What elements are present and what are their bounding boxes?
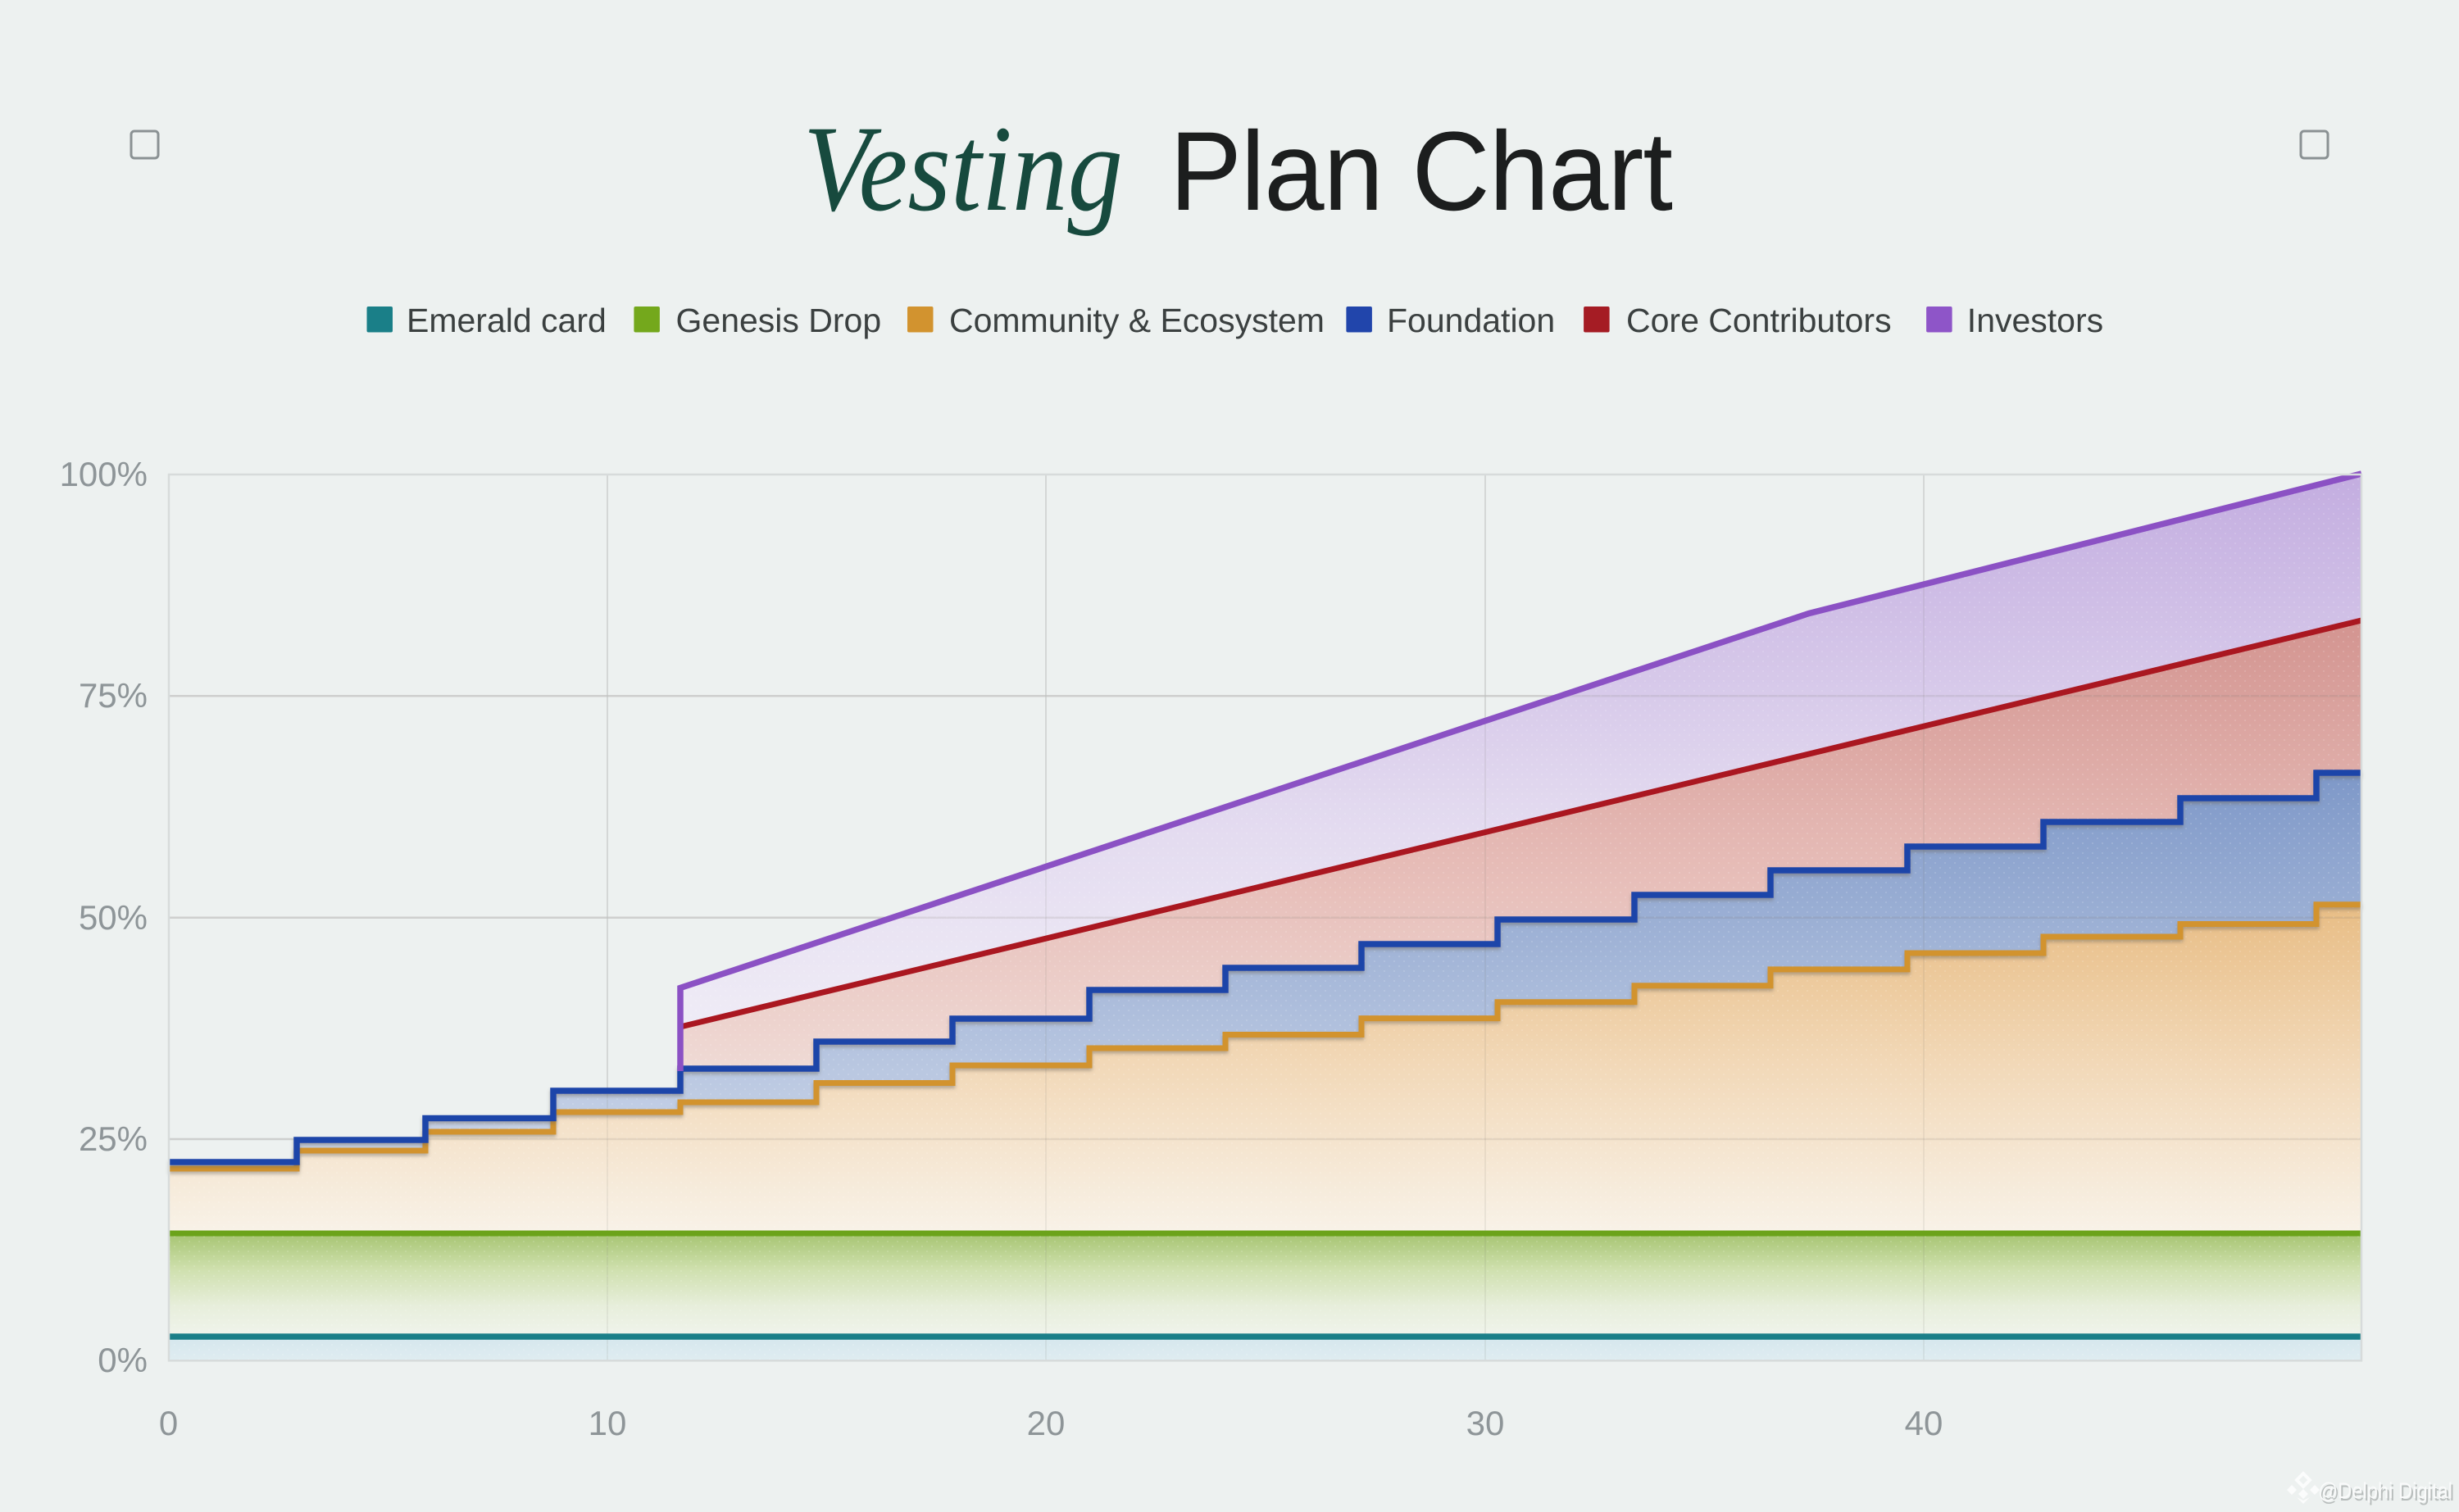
svg-text:Community & Ecosystem: Community & Ecosystem [949,302,1325,339]
svg-text:Foundation: Foundation [1387,302,1555,339]
svg-text:@Delphi Digital: @Delphi Digital [2320,1481,2454,1505]
svg-text:Investors: Investors [1967,302,2103,339]
svg-text:20: 20 [1027,1404,1066,1442]
svg-text:75%: 75% [79,676,148,715]
svg-text:30: 30 [1466,1404,1505,1442]
svg-text:Core Contributors: Core Contributors [1626,302,1892,339]
svg-text:@Delphi Digital: @Delphi Digital [2318,1478,2452,1503]
svg-text:100%: 100% [60,455,148,493]
svg-text:50%: 50% [79,898,148,937]
svg-text:Plan Chart: Plan Chart [1170,109,1673,234]
svg-text:40: 40 [1905,1404,1943,1442]
svg-text:Vesting: Vesting [803,101,1123,237]
svg-text:Genesis Drop: Genesis Drop [676,302,882,339]
svg-text:25%: 25% [79,1119,148,1158]
svg-text:Emerald card: Emerald card [407,302,607,339]
svg-text:0%: 0% [98,1341,148,1379]
svg-text:0: 0 [159,1404,178,1442]
svg-text:10: 10 [589,1404,627,1442]
